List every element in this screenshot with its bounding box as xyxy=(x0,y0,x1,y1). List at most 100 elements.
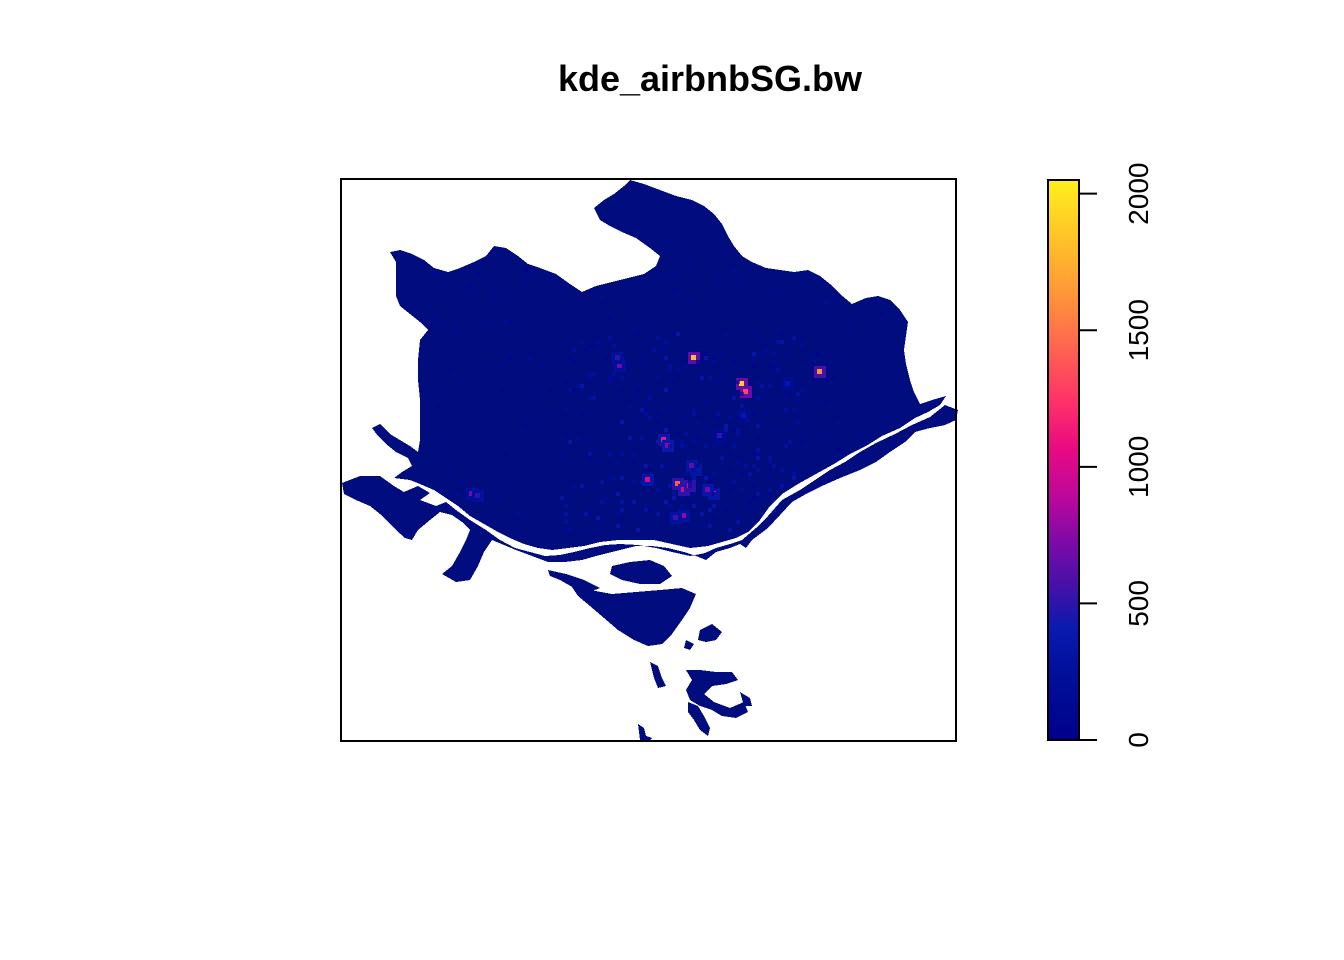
density-cell xyxy=(580,412,584,416)
density-cell xyxy=(732,440,736,444)
density-cell xyxy=(752,496,756,500)
density-cell xyxy=(788,468,792,472)
density-cell xyxy=(736,380,740,384)
density-cell xyxy=(712,504,716,508)
hotspot-serangoon xyxy=(717,433,722,438)
density-cell xyxy=(608,452,612,456)
density-cell xyxy=(584,348,588,352)
density-cell xyxy=(656,512,660,516)
density-cell xyxy=(724,508,728,512)
density-cell xyxy=(688,500,692,504)
density-cell xyxy=(848,324,852,328)
density-cell xyxy=(580,388,584,392)
density-cell xyxy=(752,484,756,488)
density-cell xyxy=(704,444,708,448)
density-cell xyxy=(664,408,668,412)
speckle-layer xyxy=(432,260,888,532)
density-cell xyxy=(740,392,744,396)
density-cell xyxy=(436,272,440,276)
mainland-shape xyxy=(342,180,958,582)
density-cell xyxy=(764,348,768,352)
density-cell xyxy=(768,384,772,388)
density-cell xyxy=(756,424,760,428)
density-cell xyxy=(700,376,704,380)
density-cell xyxy=(656,440,660,444)
density-cell xyxy=(616,524,620,528)
density-cell xyxy=(620,500,624,504)
density-cell xyxy=(656,412,660,416)
density-cell xyxy=(728,416,732,420)
hotspot-jurong-east xyxy=(469,491,474,496)
density-cell xyxy=(640,436,644,440)
density-cell xyxy=(600,500,604,504)
island-sentosa xyxy=(610,560,672,584)
density-cell xyxy=(800,440,804,444)
density-cell xyxy=(796,400,800,404)
density-cell xyxy=(732,480,736,484)
density-cell xyxy=(812,276,816,280)
density-cell xyxy=(644,464,648,468)
density-cell xyxy=(748,472,752,476)
density-cell xyxy=(752,352,756,356)
density-cell xyxy=(800,344,804,348)
density-cell xyxy=(688,260,692,264)
density-cell xyxy=(712,360,716,364)
hotspot-orchard xyxy=(665,443,670,448)
density-cell xyxy=(564,380,568,384)
density-cell xyxy=(788,392,792,396)
density-cell xyxy=(732,360,736,364)
density-cell xyxy=(712,492,716,496)
density-cell xyxy=(832,296,836,300)
density-cell xyxy=(596,516,600,520)
density-cell xyxy=(588,376,592,380)
density-cell xyxy=(612,344,616,348)
density-cell xyxy=(516,512,520,516)
density-cell xyxy=(668,368,672,372)
density-cell xyxy=(676,332,680,336)
density-cell xyxy=(824,400,828,404)
density-cell xyxy=(588,456,592,460)
density-cell xyxy=(776,500,780,504)
density-cell xyxy=(716,416,720,420)
density-cell xyxy=(640,360,644,364)
hotspot-central-business-district xyxy=(675,481,680,486)
density-cell xyxy=(812,488,816,492)
density-cell xyxy=(724,436,728,440)
density-cell xyxy=(760,384,764,388)
density-cell xyxy=(576,436,580,440)
density-cell xyxy=(728,528,732,532)
density-cell xyxy=(548,420,552,424)
hotspot-geylang xyxy=(743,389,748,394)
density-cell xyxy=(620,452,624,456)
density-cell xyxy=(608,380,612,384)
density-cell xyxy=(756,436,760,440)
density-cell xyxy=(752,364,756,368)
density-cell xyxy=(668,484,672,488)
density-cell xyxy=(852,436,856,440)
density-cell xyxy=(632,460,636,464)
density-cell xyxy=(712,472,716,476)
density-cell xyxy=(780,332,784,336)
density-cell xyxy=(600,296,604,300)
density-cell xyxy=(448,472,452,476)
density-cell xyxy=(768,492,772,496)
density-cell xyxy=(728,468,732,472)
density-cell xyxy=(720,376,724,380)
density-cell xyxy=(840,448,844,452)
density-cell xyxy=(632,452,636,456)
density-cell xyxy=(736,460,740,464)
island-small-4 xyxy=(686,670,748,718)
density-cell xyxy=(656,488,660,492)
density-cell xyxy=(796,392,800,396)
density-cell xyxy=(740,420,744,424)
density-cell xyxy=(620,388,624,392)
density-cell xyxy=(772,360,776,364)
density-cell xyxy=(668,504,672,508)
colorbar xyxy=(1047,179,1080,741)
hotspot-toa-payoh xyxy=(615,355,620,360)
density-cell xyxy=(724,424,728,428)
density-cell xyxy=(712,356,716,360)
density-cell xyxy=(620,448,624,452)
density-cell xyxy=(696,436,700,440)
density-cell xyxy=(768,520,772,524)
